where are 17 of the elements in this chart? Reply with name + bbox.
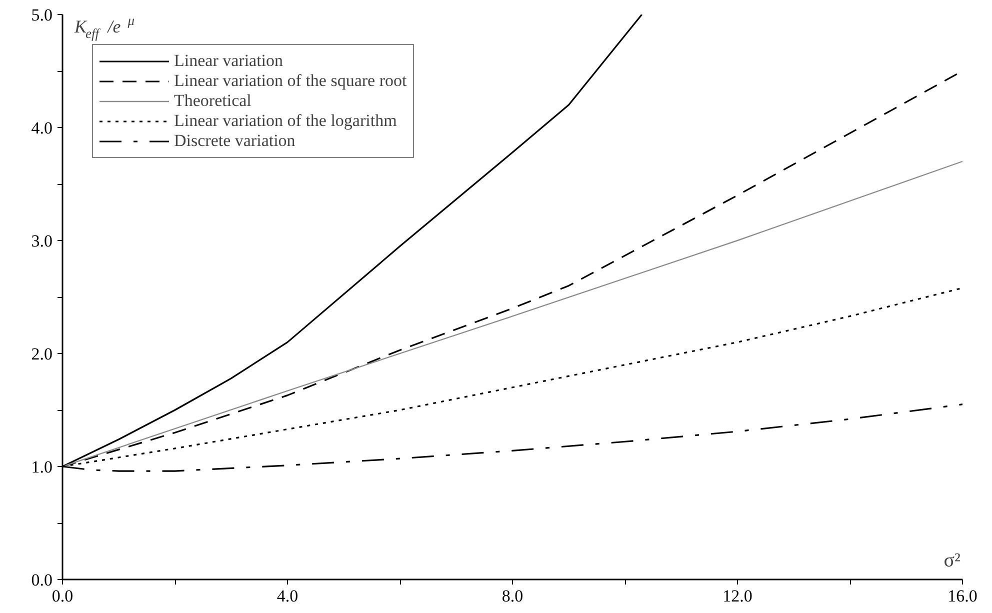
y-tick-label: 0.0 bbox=[31, 570, 52, 590]
legend-label: Linear variation of the square root bbox=[174, 71, 407, 91]
x-tick-label: 12.0 bbox=[722, 586, 752, 606]
x-tick-label: 8.0 bbox=[502, 586, 524, 606]
x-axis-title: σ² bbox=[944, 550, 961, 572]
y-tick-label: 4.0 bbox=[31, 118, 52, 138]
legend-label: Theoretical bbox=[174, 91, 252, 111]
y-tick-label: 5.0 bbox=[31, 6, 52, 24]
x-tick-label: 0.0 bbox=[52, 586, 74, 606]
x-tick-label: 16.0 bbox=[948, 586, 978, 606]
y-tick-label: 2.0 bbox=[31, 344, 52, 364]
legend-label: Linear variation of the logarithm bbox=[174, 111, 397, 131]
legend-label: Discrete variation bbox=[174, 131, 296, 151]
legend-label: Linear variation bbox=[174, 51, 284, 71]
y-tick-label: 1.0 bbox=[31, 458, 52, 476]
x-tick-label: 4.0 bbox=[276, 586, 298, 606]
y-tick-label: 3.0 bbox=[31, 232, 52, 250]
